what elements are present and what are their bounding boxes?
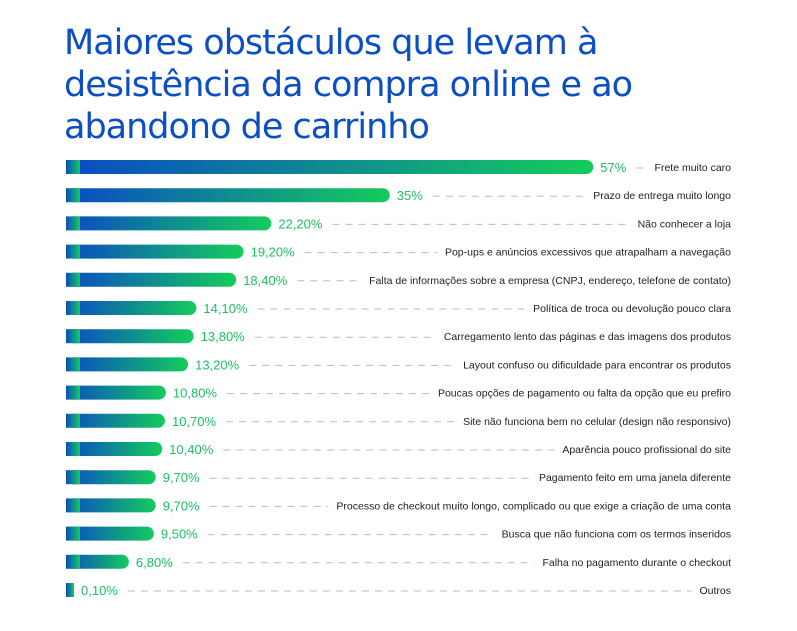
category-label: Falta de informações sobre a empresa (CN… [369,275,731,287]
bar [66,357,189,372]
value-label: 35% [397,188,423,203]
bar-left-edge [66,188,80,203]
category-label: Política de troca ou devolução pouco cla… [533,303,731,315]
bar [66,498,156,513]
bar [66,301,197,315]
category-label: Frete muito caro [655,162,732,174]
value-label: 0,10% [81,583,118,598]
value-label: 13,80% [201,329,246,344]
value-label: 14,10% [203,301,248,316]
bar-left-edge [66,498,80,513]
bar-left-edge [66,160,80,174]
bar [66,554,129,569]
bar-left-edge [66,385,80,400]
category-label: Processo de checkout muito longo, compli… [336,500,731,512]
value-label: 18,40% [243,273,288,288]
bar [66,385,166,400]
value-label: 9,50% [161,527,198,542]
value-label: 13,20% [195,357,240,372]
bar [66,160,594,174]
bar-left-edge [66,413,80,428]
bar-left-edge [66,329,80,344]
value-label: 19,20% [251,245,296,260]
chart-title: Maiores obstáculos que levam à desistênc… [64,23,633,147]
bar [66,413,165,428]
bar-left-edge [66,272,80,287]
category-label: Pagamento feito em uma janela diferente [539,472,731,484]
bar-left-edge [66,244,80,259]
bar-left-edge [66,470,80,485]
bar [66,526,154,541]
bar [66,188,390,203]
category-label: Poucas opções de pagamento ou falta da o… [438,388,731,400]
bar-left-edge [66,216,80,231]
bar [66,244,244,259]
value-label: 6,80% [136,555,173,570]
value-label: 9,70% [163,470,200,485]
category-label: Site não funciona bem no celular (design… [463,416,731,428]
category-label: Aparência pouco profissional do site [562,444,731,456]
category-label: Carregamento lento das páginas e das ima… [444,331,731,343]
category-label: Layout confuso ou dificuldade para encon… [463,359,731,371]
value-label: 10,70% [172,414,217,429]
value-label: 57% [600,160,626,175]
bar [66,470,156,485]
value-label: 9,70% [163,498,200,513]
category-label: Prazo de entrega muito longo [593,190,731,202]
category-label: Busca que não funciona com os termos ins… [502,529,731,541]
bar [66,272,237,287]
category-label: Falha no pagamento durante o checkout [542,557,731,569]
category-label: Não conhecer a loja [638,218,732,230]
bar-left-edge [66,526,80,541]
bar [66,216,272,231]
bar [66,329,194,344]
bar-left-edge [66,442,80,456]
category-label: Outros [699,585,731,597]
bar-left-edge [66,583,74,597]
bar [66,442,163,456]
value-label: 22,20% [278,216,323,231]
bar-left-edge [66,301,80,315]
bar-left-edge [66,357,80,372]
category-label: Pop-ups e anúncios excessivos que atrapa… [445,247,731,259]
value-label: 10,40% [169,442,214,457]
value-label: 10,80% [173,386,218,401]
bar-left-edge [66,554,80,569]
